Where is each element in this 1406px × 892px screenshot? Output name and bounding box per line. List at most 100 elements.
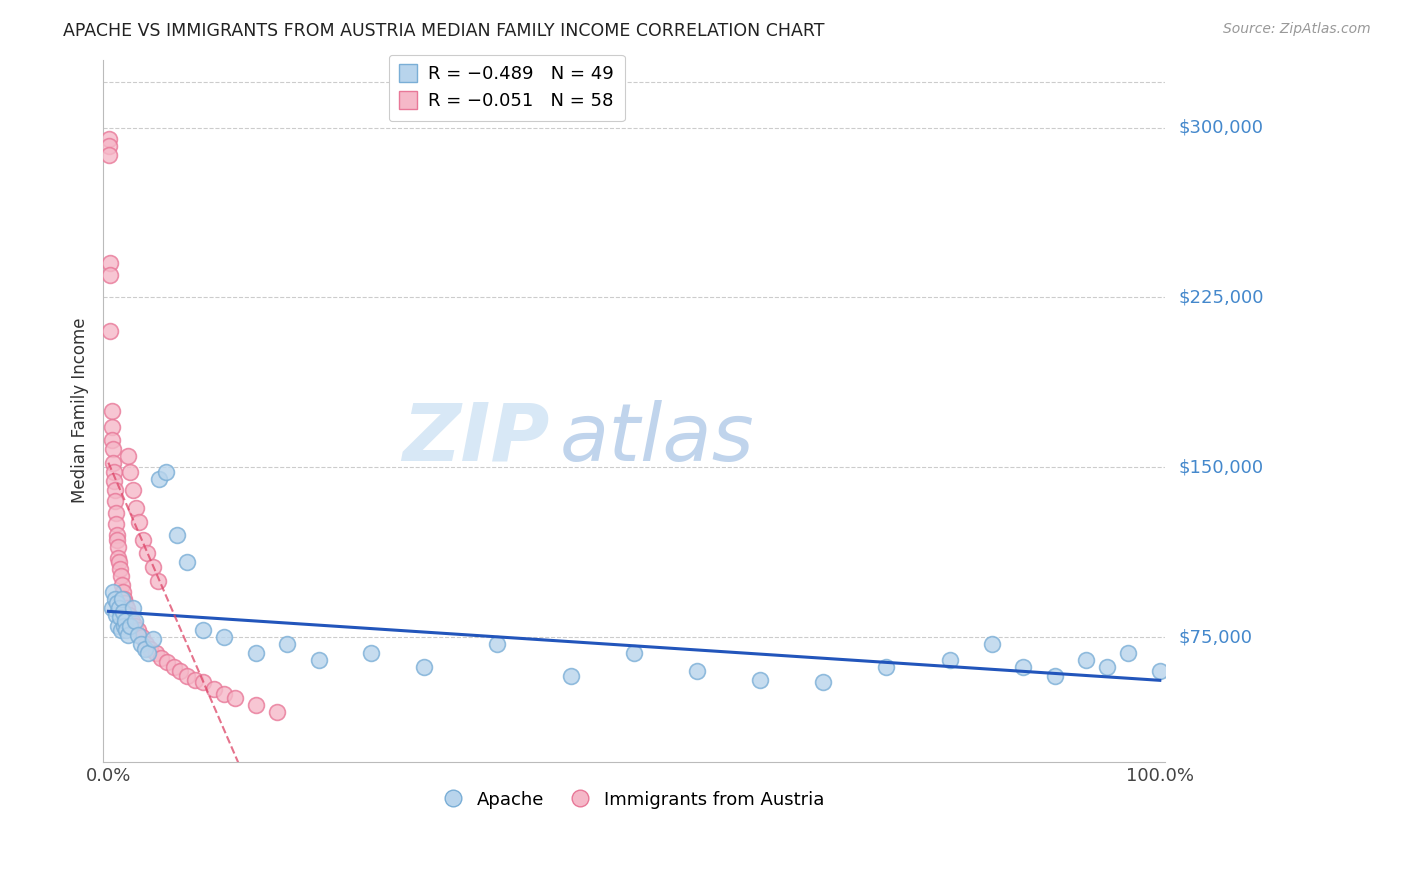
Point xyxy=(114,596,136,610)
Point xyxy=(686,664,709,678)
Point xyxy=(111,591,134,606)
Point xyxy=(112,619,135,633)
Point xyxy=(141,560,163,574)
Point xyxy=(110,569,132,583)
Point xyxy=(101,456,124,470)
Point xyxy=(100,403,122,417)
Point xyxy=(104,591,127,606)
Point xyxy=(212,687,235,701)
Point xyxy=(145,646,167,660)
Point xyxy=(155,465,177,479)
Text: atlas: atlas xyxy=(560,400,755,478)
Point xyxy=(117,449,139,463)
Point xyxy=(115,624,138,638)
Point xyxy=(1076,653,1098,667)
Point xyxy=(100,600,122,615)
Point xyxy=(176,669,198,683)
Text: Source: ZipAtlas.com: Source: ZipAtlas.com xyxy=(1223,22,1371,37)
Point xyxy=(938,653,960,667)
Point xyxy=(1012,659,1035,673)
Point xyxy=(108,556,131,570)
Point xyxy=(104,494,127,508)
Point xyxy=(104,516,127,531)
Point xyxy=(108,609,131,624)
Point xyxy=(176,556,198,570)
Point xyxy=(749,673,772,688)
Point xyxy=(202,682,225,697)
Point xyxy=(100,256,122,270)
Point xyxy=(101,585,124,599)
Point xyxy=(191,675,214,690)
Point xyxy=(121,600,143,615)
Point xyxy=(117,600,139,615)
Point xyxy=(125,501,148,516)
Point xyxy=(135,637,157,651)
Point xyxy=(120,619,142,633)
Point xyxy=(134,641,156,656)
Point xyxy=(276,637,298,651)
Text: $150,000: $150,000 xyxy=(1180,458,1264,476)
Point xyxy=(623,646,645,660)
Point xyxy=(129,637,152,651)
Point xyxy=(132,533,155,547)
Point xyxy=(127,628,149,642)
Point xyxy=(1149,664,1171,678)
Text: $75,000: $75,000 xyxy=(1180,628,1253,646)
Point xyxy=(486,637,509,651)
Text: $300,000: $300,000 xyxy=(1180,119,1264,136)
Point xyxy=(114,615,136,629)
Point xyxy=(1116,646,1139,660)
Point xyxy=(124,615,146,629)
Point xyxy=(107,619,129,633)
Point xyxy=(120,465,142,479)
Point xyxy=(100,419,122,434)
Point xyxy=(224,691,246,706)
Point xyxy=(104,483,127,497)
Point xyxy=(149,650,172,665)
Point xyxy=(118,607,141,622)
Point xyxy=(104,607,127,622)
Point xyxy=(101,442,124,457)
Point xyxy=(98,147,121,161)
Point xyxy=(107,550,129,565)
Point xyxy=(245,698,267,713)
Point xyxy=(112,605,135,619)
Point xyxy=(117,628,139,642)
Point xyxy=(105,596,128,610)
Point xyxy=(162,659,184,673)
Point xyxy=(191,624,214,638)
Point xyxy=(98,138,121,153)
Point xyxy=(110,624,132,638)
Point xyxy=(308,653,330,667)
Point xyxy=(875,659,897,673)
Point xyxy=(131,630,153,644)
Point xyxy=(980,637,1002,651)
Point xyxy=(103,474,125,488)
Point xyxy=(183,673,205,688)
Point xyxy=(412,659,434,673)
Point xyxy=(1097,659,1119,673)
Point xyxy=(166,528,188,542)
Point xyxy=(112,591,135,606)
Point xyxy=(141,632,163,647)
Point xyxy=(245,646,267,660)
Point xyxy=(108,562,131,576)
Point xyxy=(105,533,128,547)
Point xyxy=(138,646,160,660)
Point xyxy=(112,585,135,599)
Point xyxy=(813,675,835,690)
Point xyxy=(108,600,131,615)
Point xyxy=(212,630,235,644)
Point xyxy=(127,624,149,638)
Point xyxy=(156,655,179,669)
Point xyxy=(124,619,146,633)
Point xyxy=(136,546,159,560)
Point xyxy=(104,506,127,520)
Point xyxy=(360,646,382,660)
Point xyxy=(111,578,134,592)
Text: $225,000: $225,000 xyxy=(1180,288,1264,307)
Text: ZIP: ZIP xyxy=(402,400,550,478)
Legend: Apache, Immigrants from Austria: Apache, Immigrants from Austria xyxy=(437,783,831,816)
Point xyxy=(98,132,121,146)
Text: APACHE VS IMMIGRANTS FROM AUSTRIA MEDIAN FAMILY INCOME CORRELATION CHART: APACHE VS IMMIGRANTS FROM AUSTRIA MEDIAN… xyxy=(63,22,825,40)
